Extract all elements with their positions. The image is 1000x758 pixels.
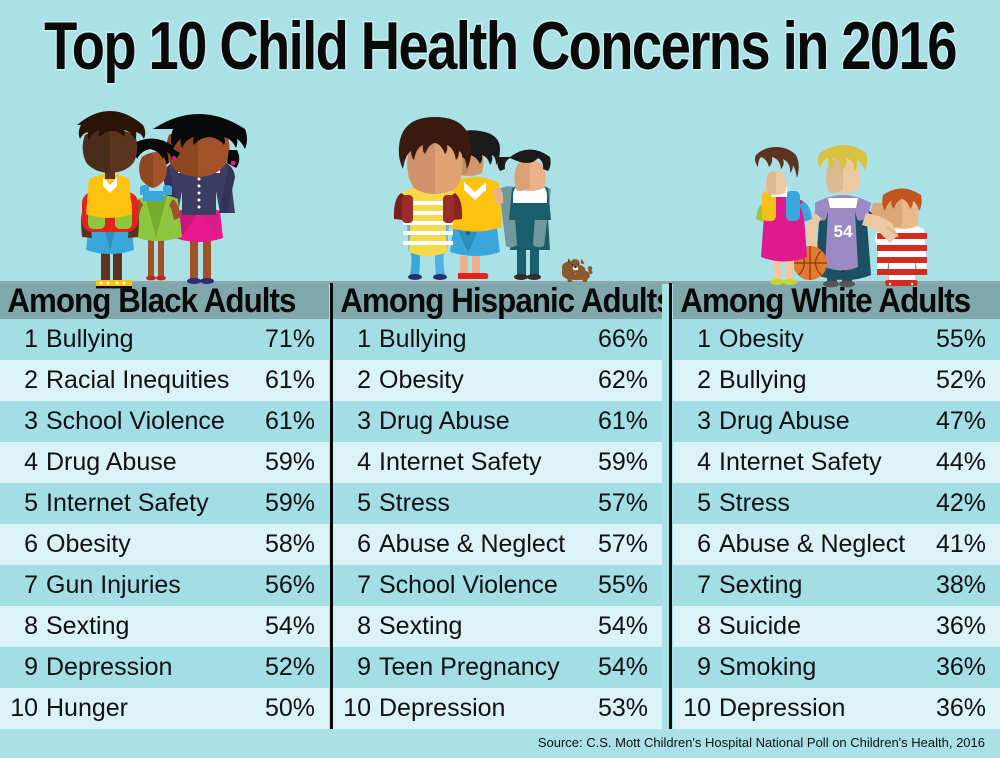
svg-text:54: 54 — [834, 222, 853, 241]
